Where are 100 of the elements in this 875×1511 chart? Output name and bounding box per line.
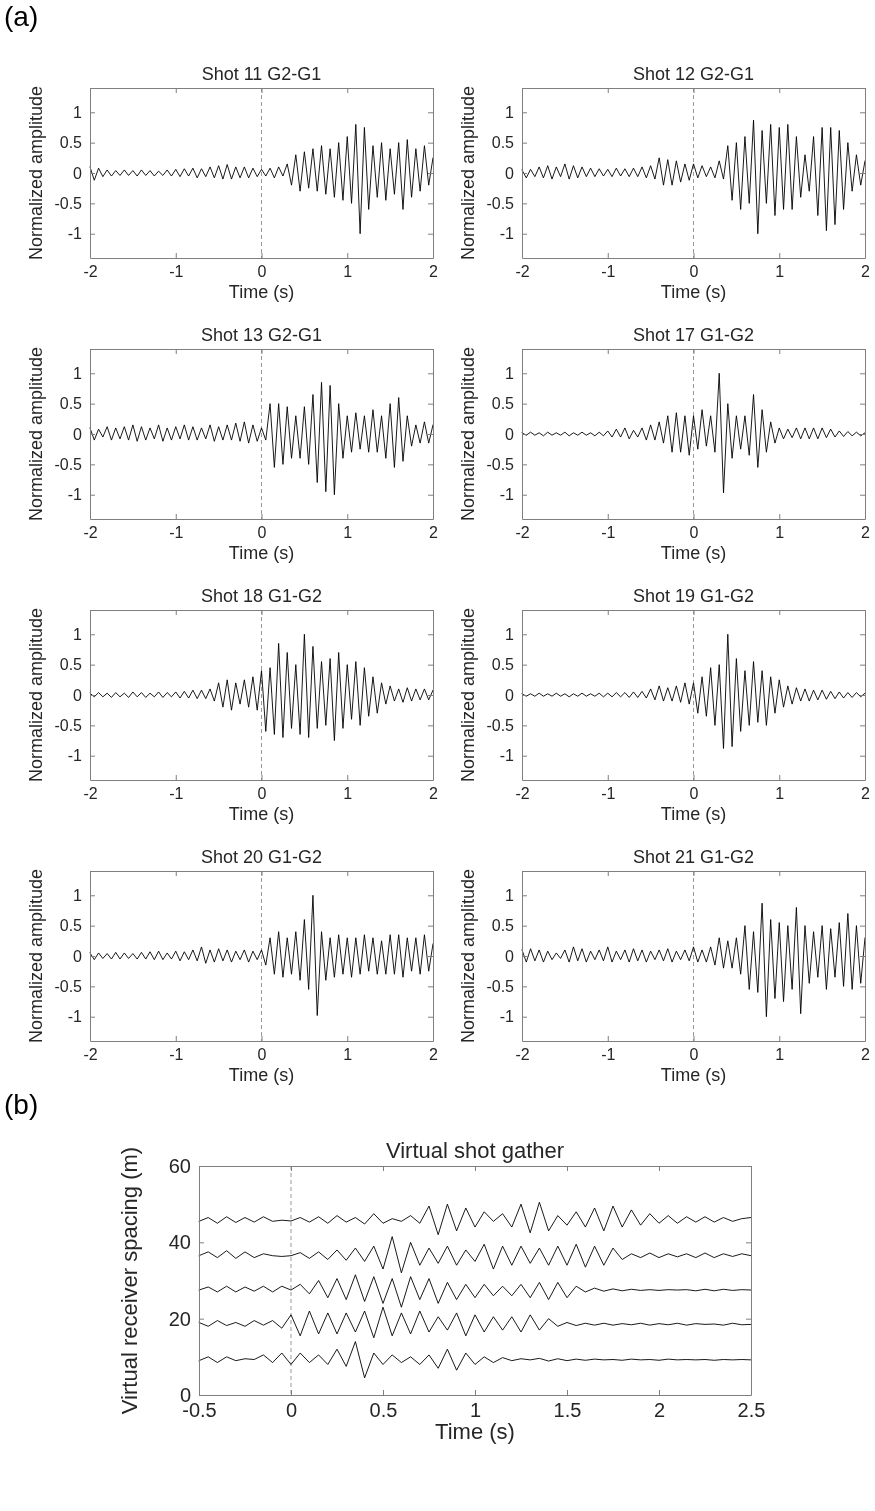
y-tick-label: 0.5	[491, 917, 515, 935]
line-series	[89, 894, 434, 1016]
y-tick-label: -0.5	[54, 977, 83, 995]
y-tick-label: 0	[73, 164, 83, 182]
x-axis-title: Time (s)	[228, 1065, 295, 1085]
y-tick-label: 1	[73, 103, 83, 121]
line-series	[521, 372, 866, 494]
y-tick-label: -0.5	[486, 977, 515, 995]
x-tick-label: 2	[653, 1399, 666, 1422]
x-tick-label: 2	[429, 263, 439, 281]
x-axis-title: Time (s)	[660, 543, 727, 563]
chart-title: Shot 20 G1-G2	[200, 847, 323, 867]
chart-title: Shot 12 G2-G1	[632, 64, 755, 84]
line-series	[198, 1236, 752, 1274]
y-tick-label: 0.5	[491, 134, 515, 152]
y-tick-label: 1	[505, 625, 515, 643]
y-axis-title: Normalized amplitude	[458, 85, 478, 261]
line-series	[89, 381, 434, 496]
y-tick-label: -1	[499, 486, 515, 504]
y-tick-label: 0.5	[59, 917, 83, 935]
y-tick-label: -1	[499, 747, 515, 765]
y-tick-label: -1	[67, 1008, 83, 1026]
x-axis-title: Time (s)	[660, 282, 727, 302]
x-tick-label: 0	[689, 785, 699, 803]
x-tick-label: 2.5	[737, 1399, 766, 1422]
x-tick-label: -1	[601, 1046, 616, 1064]
x-tick-label: 1	[775, 263, 785, 281]
y-tick-label: 1	[505, 364, 515, 382]
y-tick-label: -1	[67, 486, 83, 504]
x-axis-title: Time (s)	[435, 1419, 515, 1444]
x-tick-label: 0	[285, 1399, 298, 1422]
x-axis-title: Time (s)	[660, 1065, 727, 1085]
y-axis-title: Normalized amplitude	[458, 607, 478, 783]
x-tick-label: 0	[689, 1046, 699, 1064]
chart-title: Shot 18 G1-G2	[200, 586, 323, 606]
line-series	[521, 902, 866, 1018]
x-tick-label: 1	[343, 785, 353, 803]
chart-title: Virtual shot gather	[385, 1138, 565, 1163]
y-axis-title: Normalized amplitude	[26, 346, 46, 522]
y-tick-label: -0.5	[54, 194, 83, 212]
x-tick-label: 2	[429, 524, 439, 542]
y-tick-label: 0	[505, 947, 515, 965]
y-tick-label: 0.5	[59, 134, 83, 152]
line-series	[89, 123, 434, 235]
x-tick-label: 2	[861, 1046, 871, 1064]
y-tick-label: -1	[67, 747, 83, 765]
y-tick-label: -1	[67, 225, 83, 243]
x-tick-label: -2	[515, 1046, 530, 1064]
x-tick-label: -1	[601, 785, 616, 803]
x-tick-label: -2	[83, 785, 98, 803]
x-tick-label: 2	[861, 785, 871, 803]
x-tick-label: 0	[257, 785, 267, 803]
y-axis-title: Normalized amplitude	[26, 85, 46, 261]
y-tick-label: -1	[499, 1008, 515, 1026]
chart-title: Shot 13 G2-G1	[200, 325, 323, 345]
y-tick-label: 0.5	[59, 656, 83, 674]
line-series	[198, 1341, 752, 1379]
y-tick-label: 0.5	[491, 656, 515, 674]
line-series	[198, 1306, 752, 1339]
x-tick-label: -2	[83, 263, 98, 281]
x-tick-label: 0	[257, 524, 267, 542]
y-tick-label: 0.5	[59, 395, 83, 413]
y-tick-label: 0.5	[491, 395, 515, 413]
chart-title: Shot 19 G1-G2	[632, 586, 755, 606]
x-tick-label: 1	[343, 1046, 353, 1064]
x-tick-label: -2	[515, 524, 530, 542]
chart-title: Shot 17 G1-G2	[632, 325, 755, 345]
y-tick-label: 1	[73, 364, 83, 382]
y-tick-label: 0	[73, 686, 83, 704]
x-tick-label: 0	[257, 1046, 267, 1064]
x-tick-label: 1	[343, 263, 353, 281]
x-tick-label: 0	[689, 524, 699, 542]
chart-title: Shot 11 G2-G1	[201, 64, 322, 84]
line-series	[198, 1201, 752, 1236]
y-tick-label: 20	[168, 1307, 191, 1330]
y-axis-title: Normalized amplitude	[26, 868, 46, 1044]
y-tick-label: 60	[168, 1154, 191, 1177]
x-tick-label: 2	[861, 524, 871, 542]
x-tick-label: -2	[83, 524, 98, 542]
y-tick-label: 0	[505, 425, 515, 443]
x-axis-title: Time (s)	[228, 543, 295, 563]
y-tick-label: -0.5	[54, 716, 83, 734]
x-tick-label: 1	[775, 785, 785, 803]
line-series	[89, 633, 434, 741]
y-tick-label: -0.5	[54, 455, 83, 473]
y-tick-label: 1	[505, 103, 515, 121]
x-axis-title: Time (s)	[228, 282, 295, 302]
x-tick-label: 2	[861, 263, 871, 281]
x-tick-label: -2	[83, 1046, 98, 1064]
text: (b)	[4, 1089, 39, 1120]
y-tick-label: 40	[168, 1231, 191, 1254]
y-tick-label: 1	[505, 886, 515, 904]
y-axis-title: Normalized amplitude	[26, 607, 46, 783]
y-tick-label: -1	[499, 225, 515, 243]
y-tick-label: 0	[73, 947, 83, 965]
y-axis-title: Virtual receiver spacing (m)	[117, 1146, 142, 1415]
line-series	[521, 119, 866, 235]
y-tick-label: -0.5	[486, 716, 515, 734]
x-tick-label: -2	[515, 785, 530, 803]
x-tick-label: -1	[601, 263, 616, 281]
